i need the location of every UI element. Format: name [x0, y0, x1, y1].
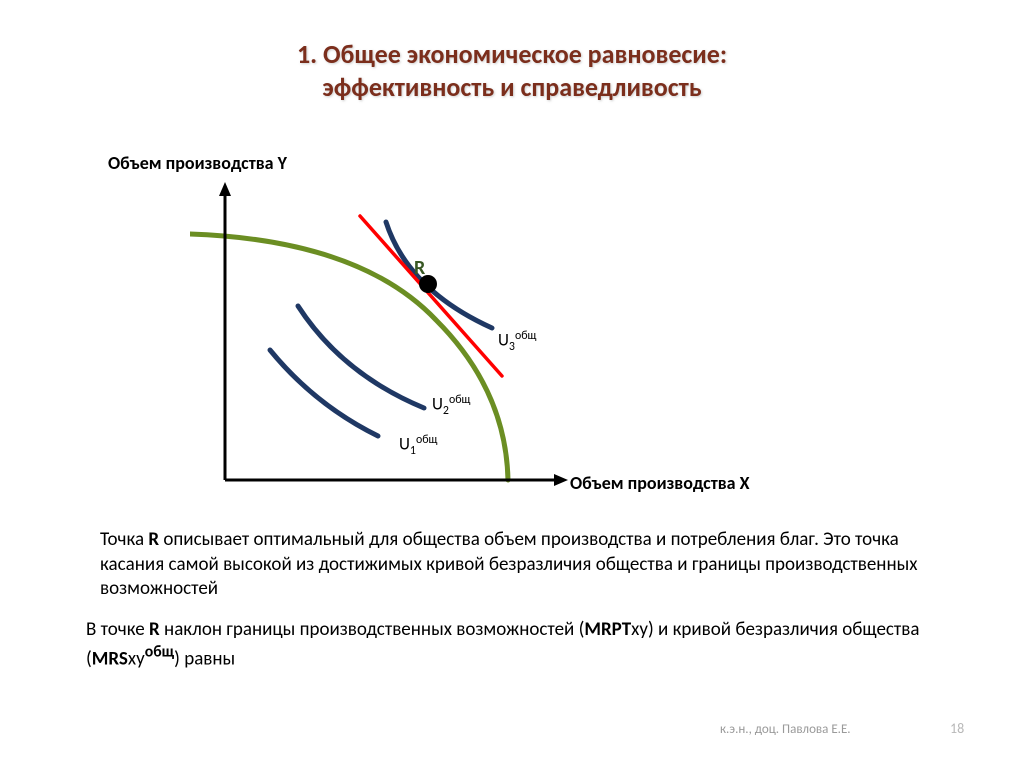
title-line1: 1. Общее экономическое равновесие:: [297, 38, 727, 70]
footer-page: 18: [950, 720, 964, 737]
footer-author: к.э.н., доц. Павлова Е.Е.: [720, 722, 851, 737]
u2-label: U2общ: [432, 393, 470, 418]
x-axis-label: Объем производства X: [570, 472, 750, 494]
paragraph-2: В точке R наклон границы производственны…: [86, 618, 936, 672]
slide: 1. Общее экономическое равновесие: эффек…: [0, 0, 1024, 767]
u1-label: U1общ: [399, 433, 437, 458]
slide-title: 1. Общее экономическое равновесие: эффек…: [0, 38, 1024, 103]
point-r-label: R: [414, 256, 425, 280]
title-line2: эффективность и справедливость: [322, 71, 701, 103]
paragraph-1: Точка R описывает оптимальный для общест…: [100, 528, 930, 602]
u3-label: U3общ: [498, 329, 536, 354]
y-axis-label: Объем производства Y: [108, 152, 287, 174]
